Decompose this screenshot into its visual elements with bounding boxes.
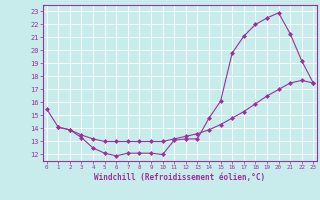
X-axis label: Windchill (Refroidissement éolien,°C): Windchill (Refroidissement éolien,°C) <box>94 173 266 182</box>
